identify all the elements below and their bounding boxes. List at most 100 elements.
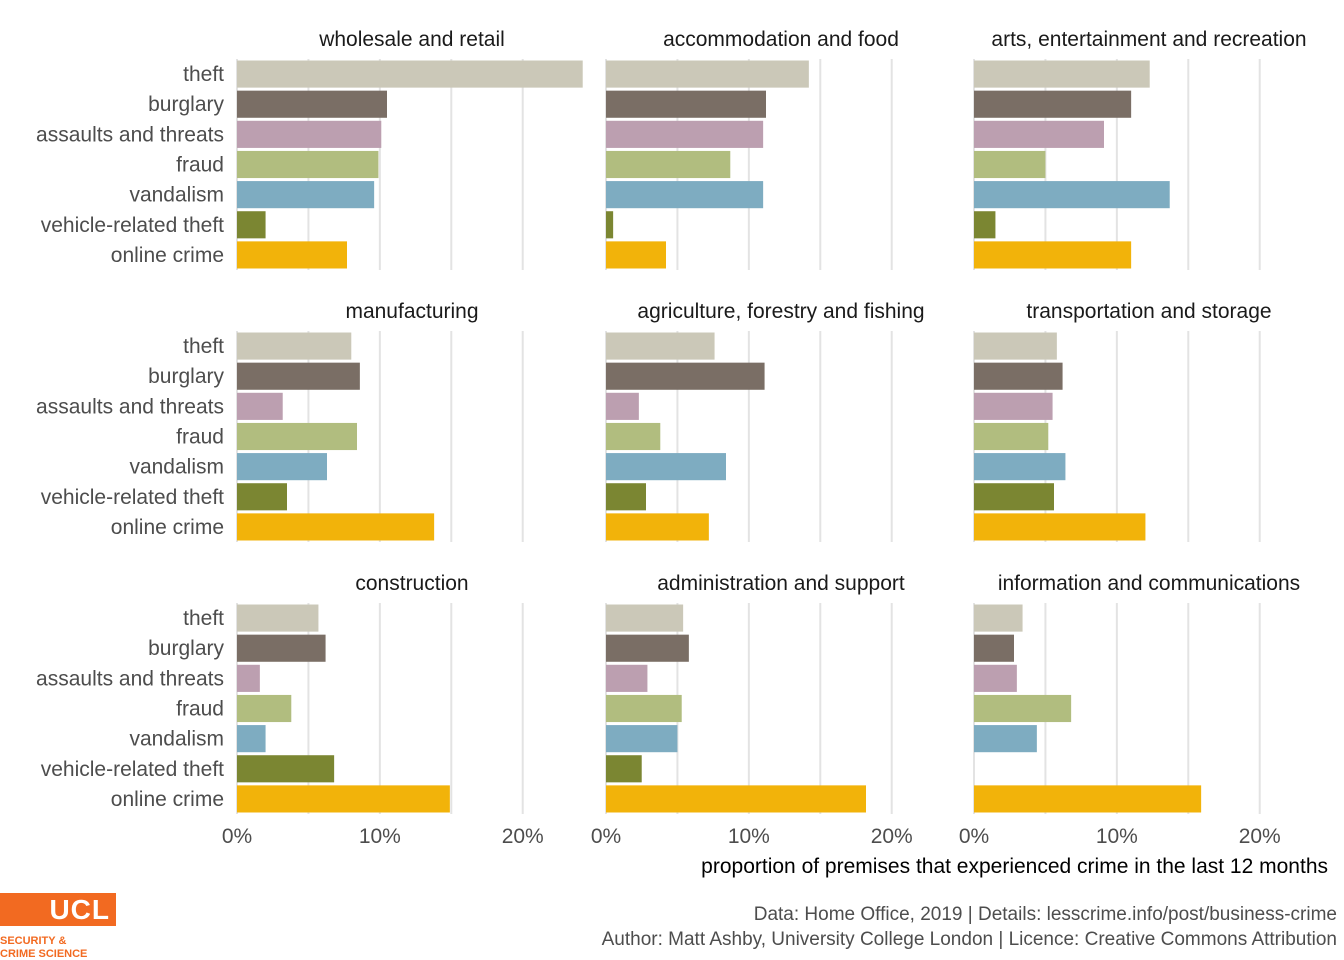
bar-transportation-and-storage-theft <box>974 332 1057 360</box>
bar-transportation-and-storage-fraud <box>974 422 1049 451</box>
bar-wholesale-and-retail-theft <box>237 60 583 88</box>
bar-administration-and-support-online-crime <box>606 785 866 813</box>
ucl-logo-text: UCL <box>49 894 110 925</box>
bar-administration-and-support-theft <box>606 604 684 632</box>
panel-title-information-and-communications: information and communications <box>998 572 1300 595</box>
category-label-fraud: fraud <box>176 426 224 449</box>
bar-agriculture-forestry-and-fishing-fraud <box>606 422 661 451</box>
category-label-online-crime: online crime <box>111 788 224 811</box>
category-label-theft: theft <box>183 63 224 86</box>
x-tick-label: 20% <box>1239 825 1281 848</box>
category-label-burglary: burglary <box>148 93 224 116</box>
bar-information-and-communications-fraud <box>974 694 1072 723</box>
x-tick-label: 0% <box>959 825 989 848</box>
ucl-logo-subtitle-2: CRIME SCIENCE <box>0 948 88 960</box>
bar-information-and-communications-burglary <box>974 634 1014 662</box>
x-tick-label: 0% <box>591 825 621 848</box>
bar-arts-entertainment-and-recreation-theft <box>974 60 1150 88</box>
bar-accommodation-and-food-burglary <box>606 90 766 118</box>
x-tick-label: 10% <box>728 825 770 848</box>
bar-information-and-communications-theft <box>974 604 1023 632</box>
category-label-fraud: fraud <box>176 698 224 721</box>
bar-accommodation-and-food-online-crime <box>606 241 666 269</box>
bar-construction-fraud <box>237 694 292 723</box>
bar-wholesale-and-retail-online-crime <box>237 241 347 269</box>
bar-construction-burglary <box>237 634 326 662</box>
caption-author-licence: Author: Matt Ashby, University College L… <box>601 929 1337 950</box>
ucl-logo-subtitle-1: SECURITY & <box>0 935 67 947</box>
bar-administration-and-support-burglary <box>606 634 689 662</box>
panel-title-manufacturing: manufacturing <box>345 300 478 323</box>
bar-manufacturing-online-crime <box>237 513 435 541</box>
bar-accommodation-and-food-theft <box>606 60 809 88</box>
category-label-burglary: burglary <box>148 637 224 660</box>
category-label-fraud: fraud <box>176 154 224 177</box>
category-label-vehicle-related-theft: vehicle-related theft <box>41 486 224 509</box>
bar-agriculture-forestry-and-fishing-vehicle-related-theft <box>606 483 646 511</box>
bar-wholesale-and-retail-assaults-and-threats <box>237 120 382 148</box>
panel-title-administration-and-support: administration and support <box>657 572 905 595</box>
x-tick-label: 20% <box>871 825 913 848</box>
bar-manufacturing-theft <box>237 332 352 360</box>
category-label-burglary: burglary <box>148 365 224 388</box>
bar-construction-vehicle-related-theft <box>237 755 335 783</box>
bar-accommodation-and-food-vehicle-related-theft <box>606 211 614 239</box>
x-tick-label: 0% <box>222 825 252 848</box>
category-label-online-crime: online crime <box>111 516 224 539</box>
bar-agriculture-forestry-and-fishing-assaults-and-threats <box>606 392 639 420</box>
bar-manufacturing-vandalism <box>237 453 327 481</box>
bar-wholesale-and-retail-fraud <box>237 150 379 179</box>
bar-administration-and-support-fraud <box>606 694 682 723</box>
bar-manufacturing-burglary <box>237 362 360 390</box>
bar-manufacturing-assaults-and-threats <box>237 392 283 420</box>
bar-transportation-and-storage-assaults-and-threats <box>974 392 1053 420</box>
bar-construction-assaults-and-threats <box>237 664 260 692</box>
category-label-vandalism: vandalism <box>129 728 224 751</box>
category-label-assaults-and-threats: assaults and threats <box>36 667 224 690</box>
category-label-vandalism: vandalism <box>129 184 224 207</box>
category-label-online-crime: online crime <box>111 244 224 267</box>
bar-arts-entertainment-and-recreation-online-crime <box>974 241 1132 269</box>
bar-construction-online-crime <box>237 785 450 813</box>
bar-transportation-and-storage-vandalism <box>974 453 1066 481</box>
category-label-vehicle-related-theft: vehicle-related theft <box>41 758 224 781</box>
bar-administration-and-support-vehicle-related-theft <box>606 755 642 783</box>
bar-information-and-communications-vandalism <box>974 725 1037 753</box>
bar-arts-entertainment-and-recreation-assaults-and-threats <box>974 120 1104 148</box>
x-tick-label: 10% <box>1096 825 1138 848</box>
bar-arts-entertainment-and-recreation-vehicle-related-theft <box>974 211 996 239</box>
panel-title-accommodation-and-food: accommodation and food <box>663 28 899 51</box>
bar-manufacturing-fraud <box>237 422 357 451</box>
caption-data-source: Data: Home Office, 2019 | Details: lessc… <box>753 904 1337 925</box>
category-label-assaults-and-threats: assaults and threats <box>36 395 224 418</box>
bar-arts-entertainment-and-recreation-fraud <box>974 150 1046 179</box>
category-label-theft: theft <box>183 607 224 630</box>
bar-wholesale-and-retail-burglary <box>237 90 387 118</box>
bar-arts-entertainment-and-recreation-vandalism <box>974 181 1170 209</box>
category-label-vehicle-related-theft: vehicle-related theft <box>41 214 224 237</box>
category-label-vandalism: vandalism <box>129 456 224 479</box>
bar-transportation-and-storage-vehicle-related-theft <box>974 483 1054 511</box>
bar-information-and-communications-assaults-and-threats <box>974 664 1017 692</box>
category-label-theft: theft <box>183 335 224 358</box>
panel-title-agriculture-forestry-and-fishing: agriculture, forestry and fishing <box>637 300 924 323</box>
x-axis-title: proportion of premises that experienced … <box>701 855 1328 878</box>
bar-construction-vandalism <box>237 725 266 753</box>
panel-title-wholesale-and-retail: wholesale and retail <box>318 28 505 51</box>
bar-information-and-communications-online-crime <box>974 785 1202 813</box>
panel-title-arts-entertainment-and-recreation: arts, entertainment and recreation <box>991 28 1306 51</box>
bar-accommodation-and-food-fraud <box>606 150 731 179</box>
bar-wholesale-and-retail-vandalism <box>237 181 375 209</box>
category-label-assaults-and-threats: assaults and threats <box>36 123 224 146</box>
panel-title-construction: construction <box>355 572 468 595</box>
bar-agriculture-forestry-and-fishing-online-crime <box>606 513 709 541</box>
bar-administration-and-support-assaults-and-threats <box>606 664 648 692</box>
bar-accommodation-and-food-assaults-and-threats <box>606 120 764 148</box>
bar-administration-and-support-vandalism <box>606 725 678 753</box>
bar-wholesale-and-retail-vehicle-related-theft <box>237 211 266 239</box>
bar-transportation-and-storage-burglary <box>974 362 1063 390</box>
bar-transportation-and-storage-online-crime <box>974 513 1146 541</box>
ucl-logo-box: UCL <box>0 893 116 926</box>
bar-agriculture-forestry-and-fishing-vandalism <box>606 453 726 481</box>
faceted-bar-chart: wholesale and retail theft burglary assault… <box>36 28 1328 878</box>
